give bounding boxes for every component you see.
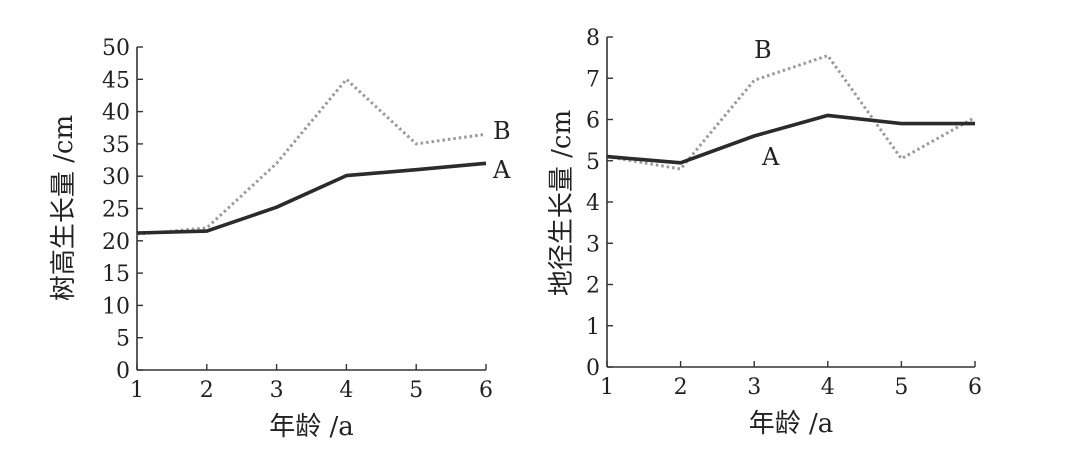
series-line-a [136,161,487,235]
y-axis-title: 地径生长量 /cm [547,110,577,296]
y-tick-label: 10 [102,294,130,319]
x-tick-label: 3 [747,375,761,400]
x-axis-title: 年龄 /a [269,412,354,442]
x-axis-title: 年龄 /a [749,409,834,439]
y-tick-label: 7 [586,67,600,92]
x-tick-label: 4 [339,378,353,403]
x-tick-label: 5 [409,378,423,403]
y-tick-label: 8 [586,26,600,51]
y-tick-label: 3 [586,232,600,257]
x-tick-label: 2 [200,378,214,403]
y-tick-label: 5 [116,327,130,352]
series-line-b [136,77,487,236]
y-tick-label: 20 [102,230,130,255]
y-tick-label: 45 [102,68,130,93]
x-tick-label: 1 [130,378,144,403]
y-tick-label: 25 [102,198,130,223]
series-label-a: A [492,156,511,184]
x-tick-label: 3 [270,378,284,403]
y-tick-label: 30 [102,165,130,190]
x-tick-label: 6 [479,378,493,403]
x-tick-label: 1 [600,375,614,400]
y-tick-label: 15 [102,262,130,287]
x-tick-label: 4 [821,375,835,400]
y-tick-label: 5 [586,150,600,175]
y-tick-label: 0 [586,356,600,381]
x-tick-label: 5 [894,375,908,400]
y-tick-label: 40 [102,101,130,126]
y-tick-label: 4 [586,191,600,216]
y-tick-label: 0 [116,359,130,384]
y-tick-label: 1 [586,315,600,340]
series-label-b: B [754,36,772,64]
series-label-a: A [761,143,780,171]
x-tick-label: 6 [968,375,982,400]
series-line-a [606,113,975,165]
y-tick-label: 6 [586,109,600,134]
y-tick-label: 2 [586,274,600,299]
y-tick-label: 35 [102,133,130,158]
series-line-b [606,54,976,171]
x-tick-label: 2 [674,375,688,400]
y-axis-title: 树高生长量 /cm [49,115,79,301]
y-tick-label: 50 [102,36,130,61]
series-label-b: B [493,117,511,145]
